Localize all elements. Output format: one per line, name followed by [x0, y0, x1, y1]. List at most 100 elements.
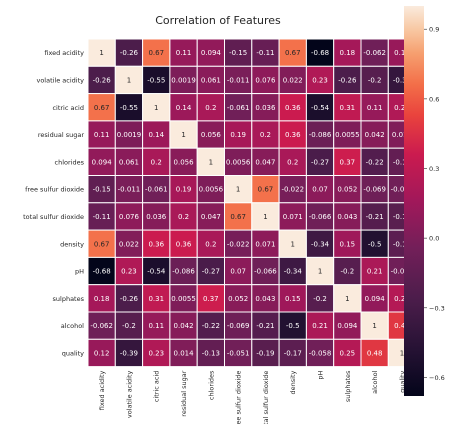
heatmap-cell [224, 202, 253, 231]
heatmap-cell [142, 147, 171, 176]
y-tick-label: volatile acidity [36, 76, 84, 84]
cell-value-label: -0.022 [281, 186, 304, 194]
cell-value-label: 0.076 [119, 213, 140, 221]
x-tick-label: alcohol [371, 370, 379, 393]
heatmap-cell [278, 147, 307, 176]
y-tick-label: sulphates [53, 295, 85, 303]
cell-value-label: -0.062 [363, 49, 386, 57]
y-axis-tick-labels: fixed acidity volatile acidity citric acid… [23, 49, 84, 357]
cell-value-label: -0.069 [363, 186, 386, 194]
y-tick-label: citric acid [52, 104, 84, 112]
heatmap-cell [114, 147, 144, 176]
cell-value-label: 0.23 [312, 76, 328, 84]
heatmap-cell [224, 93, 253, 122]
cell-value-label: 0.014 [392, 131, 413, 139]
x-tick-label: total sulfur dioxide [262, 371, 270, 424]
cell-value-label: 0.14 [176, 104, 192, 112]
cell-value-label: 0.0019 [171, 76, 196, 84]
heatmap-cell [251, 338, 280, 368]
heatmap-cell [142, 202, 171, 231]
cell-value-label: -0.066 [254, 268, 277, 276]
cell-value-label: 0.061 [201, 76, 221, 84]
cell-value-label: -0.27 [202, 268, 220, 276]
heatmap-cell [142, 65, 171, 95]
heatmap-cell [305, 175, 335, 204]
y-tick-label: total sulfur dioxide [23, 213, 84, 221]
cell-value-label: 0.67 [285, 49, 301, 57]
heatmap-cell [196, 93, 225, 122]
cell-value-label: 0.036 [255, 104, 276, 112]
cell-value-label: 0.2 [205, 104, 216, 112]
cell-value-label: 0.094 [201, 49, 222, 57]
cell-value-label: -0.21 [256, 322, 274, 330]
cell-value-label: 0.022 [283, 76, 303, 84]
cell-value-label: 1 [181, 131, 185, 139]
heatmap-cell [87, 229, 116, 258]
cell-value-label: -0.26 [338, 76, 357, 84]
colorbar-ticks: 0.9 0.6 0.3 0.0 −0.3 −0.6 [424, 26, 445, 382]
y-tick-label: density [60, 240, 84, 248]
cell-value-label: -0.22 [366, 158, 384, 166]
cell-value-label: -0.68 [93, 268, 111, 276]
cell-value-label: 0.052 [228, 295, 248, 303]
cell-value-label: 0.36 [285, 104, 301, 112]
cell-value-label: 0.071 [255, 240, 275, 248]
cell-value-label: -0.051 [227, 349, 250, 357]
heatmap-cell [278, 202, 307, 231]
cell-value-label: -0.2 [368, 76, 382, 84]
cell-value-label: 0.36 [176, 240, 192, 248]
cell-value-label: 0.12 [394, 49, 410, 57]
cell-value-label: 0.2 [260, 131, 271, 139]
heatmap-cell [87, 284, 116, 313]
heatmap-cell [333, 311, 362, 340]
cell-value-label: -0.086 [172, 268, 195, 276]
cell-value-label: 0.014 [174, 349, 195, 357]
cell-value-label: 1 [345, 295, 349, 303]
cell-value-label: 0.047 [201, 213, 221, 221]
cell-value-label: 0.31 [340, 104, 356, 112]
heatmap-cell [251, 229, 280, 258]
cell-value-label: -0.13 [393, 158, 411, 166]
cell-value-label: -0.2 [122, 322, 136, 330]
heatmap-cell [169, 338, 198, 368]
cell-value-label: -0.21 [366, 213, 384, 221]
heatmap-cell [278, 65, 307, 95]
heatmap-cell [169, 175, 198, 204]
cell-value-label: -0.13 [202, 349, 220, 357]
cell-value-label: 0.19 [176, 186, 192, 194]
cell-value-label: 0.042 [174, 322, 194, 330]
heatmap-cell [305, 311, 335, 340]
heatmap-cell [87, 65, 116, 95]
cell-value-label: 0.11 [148, 322, 164, 330]
cell-value-label: 0.67 [230, 213, 246, 221]
cell-value-label: -0.27 [311, 158, 329, 166]
heatmap-cell [196, 147, 225, 176]
cell-value-label: 0.094 [92, 158, 113, 166]
x-tick-label: chlorides [207, 370, 215, 400]
heatmap-cell [142, 93, 171, 122]
cell-value-label: 0.0056 [226, 158, 251, 166]
cell-value-label: 0.18 [340, 49, 356, 57]
heatmap-cell [224, 65, 253, 95]
colorbar-tick-label: 0.0 [429, 235, 439, 243]
cell-value-label: -0.26 [93, 76, 112, 84]
cell-value-label: -0.22 [202, 322, 220, 330]
cell-value-label: 0.23 [121, 268, 137, 276]
cell-value-label: 0.11 [176, 49, 192, 57]
heatmap-cell [278, 311, 307, 340]
cell-value-label: -0.5 [368, 240, 382, 248]
cell-value-label: 0.094 [337, 322, 358, 330]
colorbar [404, 6, 424, 396]
cell-value-label: 1 [291, 240, 295, 248]
cell-value-label: 0.043 [255, 295, 275, 303]
heatmap-cell [87, 38, 116, 67]
cell-value-label: 0.07 [230, 268, 246, 276]
heatmap-cell [142, 311, 171, 340]
cell-value-label: 0.21 [312, 322, 328, 330]
heatmap-cell [87, 256, 116, 286]
cell-value-label: 0.11 [367, 104, 383, 112]
cell-value-label: 0.31 [148, 295, 164, 303]
cell-value-label: 0.042 [365, 131, 385, 139]
cell-value-label: 0.18 [94, 295, 110, 303]
